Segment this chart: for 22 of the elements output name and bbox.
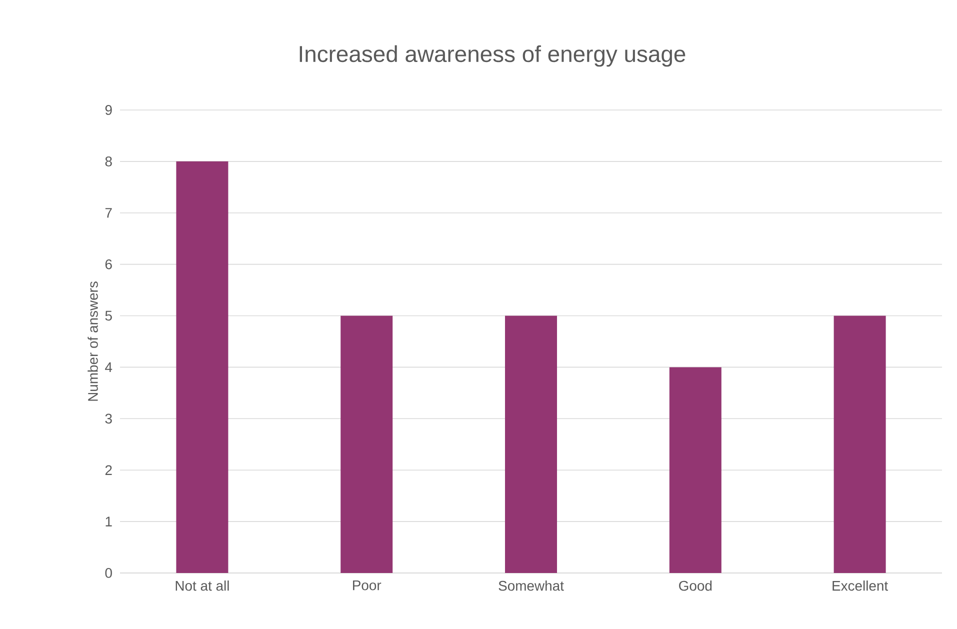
y-tick-label: 4 <box>105 362 112 372</box>
y-tick-label: 6 <box>105 259 112 270</box>
x-tick-label: Somewhat <box>498 580 564 591</box>
y-tick-label: 7 <box>105 208 112 218</box>
y-tick-label: 5 <box>105 310 112 321</box>
x-tick-label: Excellent <box>832 580 888 591</box>
chart-title: Increased awareness of energy usage <box>300 45 686 67</box>
y-tick-label: 2 <box>105 465 112 475</box>
x-tick-label: Good <box>679 580 712 591</box>
y-tick-label: 8 <box>105 156 112 166</box>
bar <box>340 316 393 573</box>
x-tick-label: Poor <box>353 580 382 590</box>
bar <box>669 367 722 573</box>
y-tick-label: 3 <box>105 414 112 424</box>
x-tick-label: Not at all <box>176 580 229 591</box>
y-tick-label: 9 <box>105 105 112 115</box>
bar <box>505 316 558 573</box>
y-tick-label: 0 <box>105 568 112 578</box>
y-tick-label: 1 <box>106 516 112 526</box>
y-axis-title: Number of answers <box>88 282 98 401</box>
bar <box>176 161 228 573</box>
bar <box>834 316 886 573</box>
